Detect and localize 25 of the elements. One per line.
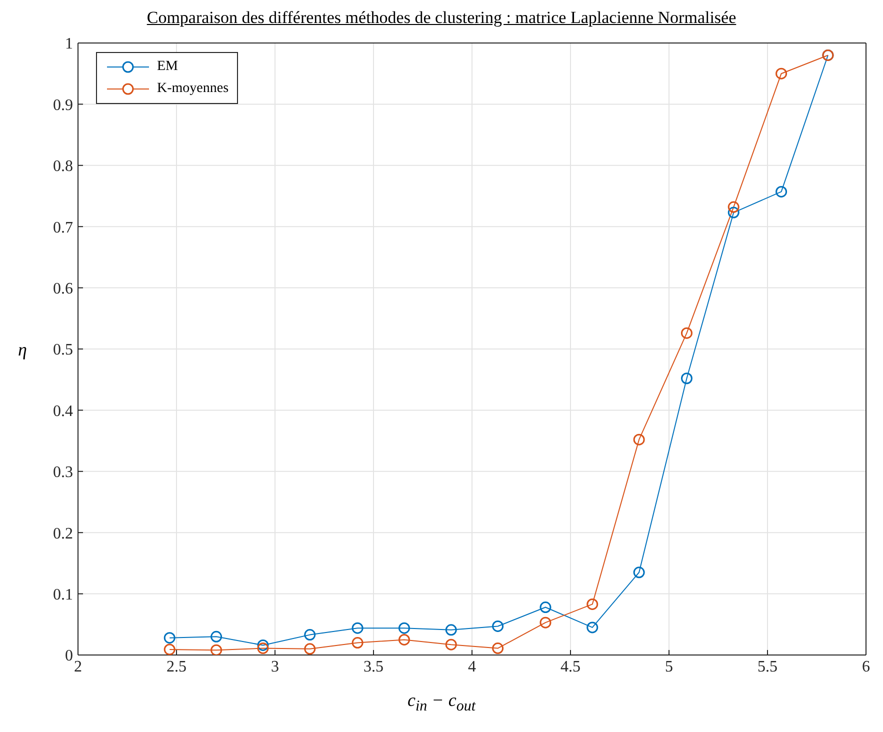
x-tick-label: 6 [862,658,870,676]
y-tick-label: 0.1 [53,586,73,604]
y-tick-label: 0.6 [53,280,73,298]
y-tick-label: 0.5 [53,342,73,359]
x-tick-label: 3.5 [364,658,384,676]
legend-label: K-moyennes [157,81,229,97]
x-tick-label: 4.5 [560,658,580,676]
x-tick-label: 5.5 [758,658,778,676]
x-tick-label: 2.5 [166,658,186,676]
y-tick-label: 0.9 [53,96,73,114]
chart-title: Comparaison des différentes méthodes de clustering : matrice Laplacienne Normalisée [146,8,738,29]
x-tick-label: 5 [665,658,673,676]
x-tick-label: 3 [271,658,279,676]
y-axis-title: η [18,339,27,360]
x-tick-label: 4 [468,658,476,676]
legend-label: EM [157,59,178,75]
y-tick-label: 0.2 [53,525,73,542]
y-tick-label: 0.3 [53,464,73,482]
x-tick-label: 2 [74,658,82,676]
y-tick-label: 0.7 [53,219,73,236]
y-tick-label: 0.4 [53,402,73,420]
y-tick-label: 0 [65,648,73,665]
y-tick-label: 0.8 [53,158,73,176]
x-axis-title: c$_{in}$ − c$_{out}$ [406,690,477,716]
y-tick-label: 1 [65,36,73,53]
